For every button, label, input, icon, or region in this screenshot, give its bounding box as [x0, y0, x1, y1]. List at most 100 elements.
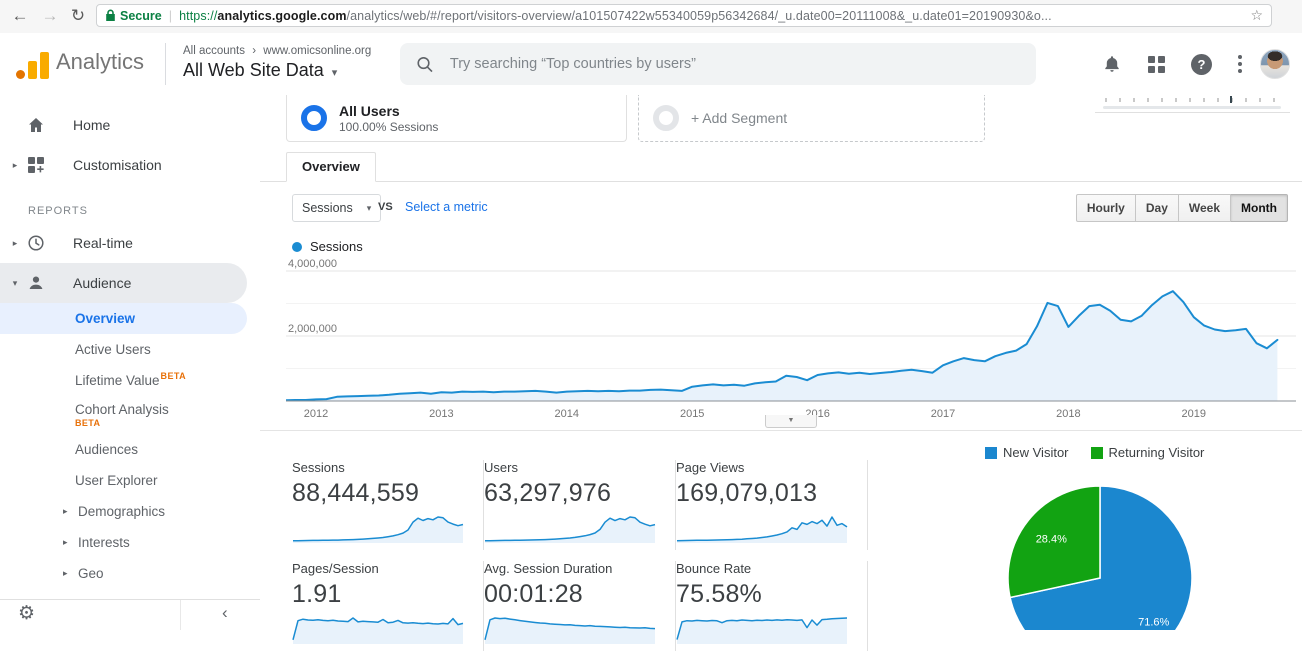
- metric-label: Sessions: [292, 460, 345, 475]
- sidebar-item-label: Geo: [78, 566, 104, 581]
- sidebar-item-demographics[interactable]: ▸ Demographics: [0, 496, 260, 527]
- user-avatar[interactable]: [1260, 49, 1290, 79]
- sidebar-item-label: Real-time: [73, 235, 133, 251]
- url-domain: analytics.google.com: [217, 8, 347, 23]
- sidebar-item-label: Demographics: [78, 504, 166, 519]
- browser-forward-icon[interactable]: →: [41, 6, 59, 25]
- pie-legend: New Visitor Returning Visitor: [985, 445, 1226, 460]
- sidebar-item-interests[interactable]: ▸ Interests: [0, 527, 260, 558]
- help-icon[interactable]: ?: [1191, 53, 1212, 75]
- admin-gear-icon[interactable]: ⚙: [18, 603, 36, 624]
- secure-label: Secure: [120, 8, 162, 23]
- browser-toolbar: ← → ↻ Secure | https://analytics.google.…: [0, 0, 1302, 34]
- notifications-bell-icon[interactable]: [1102, 54, 1122, 74]
- sidebar-item-audiences[interactable]: Audiences: [0, 434, 260, 465]
- breadcrumb-account[interactable]: www.omicsonline.org: [263, 45, 372, 57]
- metric-card-bounce-rate: Bounce Rate 75.58%: [676, 561, 868, 651]
- search-bar[interactable]: [400, 43, 1036, 85]
- add-segment-button[interactable]: + Add Segment: [638, 95, 985, 142]
- property-selector[interactable]: All Web Site Data ▾: [183, 60, 371, 81]
- svg-text:2018: 2018: [1056, 408, 1080, 420]
- tab-overview[interactable]: Overview: [286, 152, 376, 182]
- customisation-icon: [26, 156, 46, 174]
- metric-label: Users: [484, 460, 518, 475]
- sidebar-nav: Home ▸ Customisation REPORTS ▸ Real-time ▾ Audi…: [0, 95, 260, 630]
- sidebar-footer: ⚙ ‹: [0, 599, 260, 630]
- segment-ring-icon: [301, 105, 327, 131]
- sidebar-item-label: Active Users: [75, 342, 151, 357]
- svg-text:28.4%: 28.4%: [1036, 534, 1067, 546]
- analytics-logo-icon[interactable]: [16, 51, 49, 79]
- segment-all-users[interactable]: All Users 100.00% Sessions: [286, 95, 627, 142]
- google-apps-grid-icon[interactable]: [1148, 55, 1165, 73]
- svg-text:2,000,000: 2,000,000: [288, 323, 337, 335]
- sidebar-item-overview[interactable]: Overview: [0, 303, 247, 334]
- granularity-day-button[interactable]: Day: [1135, 194, 1179, 222]
- breadcrumb[interactable]: All accounts › www.omicsonline.org: [183, 45, 371, 57]
- segment-ring-icon: [653, 105, 679, 131]
- svg-text:71.6%: 71.6%: [1138, 616, 1169, 628]
- date-range-slider[interactable]: [1095, 95, 1290, 113]
- person-icon: [26, 274, 46, 292]
- chart-legend: Sessions: [292, 239, 363, 254]
- beta-badge: BETA: [160, 371, 186, 381]
- metric-dropdown-label: Sessions: [302, 201, 353, 215]
- metric-sparkline: [484, 516, 656, 543]
- url-path: /analytics/web/#/report/visitors-overvie…: [346, 8, 1052, 23]
- breadcrumb-all-accounts[interactable]: All accounts: [183, 45, 246, 57]
- add-segment-label: + Add Segment: [691, 110, 788, 126]
- sidebar-item-home[interactable]: Home: [0, 105, 260, 145]
- collapse-sidebar-icon[interactable]: ‹: [222, 603, 228, 622]
- browser-back-icon[interactable]: ←: [11, 6, 29, 25]
- granularity-week-button[interactable]: Week: [1178, 194, 1232, 222]
- report-tab-bar: Overview: [260, 152, 1302, 182]
- legend-series-name: Sessions: [310, 239, 363, 254]
- sidebar-item-lifetime-value[interactable]: Lifetime ValueBETA: [0, 365, 260, 396]
- sidebar-item-cohort-analysis[interactable]: Cohort Analysis BETA: [0, 396, 260, 434]
- metric-dropdown[interactable]: Sessions ▾: [292, 194, 382, 222]
- metric-card-users: Users 63,297,976: [484, 460, 676, 550]
- legend-square-icon: [985, 446, 997, 459]
- sidebar-item-geo[interactable]: ▸ Geo: [0, 558, 260, 589]
- segment-title: All Users: [339, 102, 400, 119]
- sidebar-item-customisation[interactable]: ▸ Customisation: [0, 145, 260, 185]
- vs-label: VS: [378, 201, 393, 213]
- metric-card-page-views: Page Views 169,079,013: [676, 460, 868, 550]
- sidebar-item-label: Audiences: [75, 442, 139, 457]
- svg-text:2014: 2014: [555, 408, 579, 420]
- search-input[interactable]: [447, 55, 1020, 73]
- sidebar-item-label: Audience: [73, 275, 132, 291]
- legend-dot-icon: [292, 241, 302, 252]
- main-content: All Users 100.00% Sessions + Add Segment…: [260, 95, 1302, 651]
- chart-toolbar: Sessions ▾ VS Select a metric Hourly Day W…: [260, 194, 1302, 222]
- more-options-icon[interactable]: [1238, 55, 1242, 73]
- svg-text:2012: 2012: [304, 408, 328, 420]
- timeline-expander-button[interactable]: ▼: [765, 415, 817, 428]
- sidebar-item-active-users[interactable]: Active Users: [0, 334, 260, 365]
- address-bar[interactable]: Secure | https://analytics.google.com/an…: [96, 4, 1272, 27]
- sidebar-item-label: Home: [73, 117, 111, 133]
- metric-sparkline: [292, 617, 464, 644]
- header-divider: [165, 43, 166, 85]
- sidebar-item-real-time[interactable]: ▸ Real-time: [0, 223, 260, 263]
- section-divider: [260, 430, 1302, 431]
- svg-text:2015: 2015: [680, 408, 704, 420]
- granularity-month-button[interactable]: Month: [1231, 194, 1288, 222]
- sidebar-item-audience[interactable]: ▾ Audience: [0, 263, 247, 303]
- metric-value: 169,079,013: [676, 479, 818, 507]
- svg-text:2013: 2013: [429, 408, 453, 420]
- metric-value: 00:01:28: [484, 580, 583, 608]
- sidebar-item-label: Overview: [75, 311, 136, 326]
- metric-card-avg-session-duration: Avg. Session Duration 00:01:28: [484, 561, 676, 651]
- legend-square-icon: [1090, 446, 1103, 459]
- granularity-hourly-button[interactable]: Hourly: [1075, 194, 1136, 222]
- select-metric-link[interactable]: Select a metric: [405, 200, 488, 214]
- bookmark-star-icon[interactable]: ☆: [1250, 7, 1263, 23]
- metric-label: Page Views: [676, 460, 745, 475]
- sidebar-item-user-explorer[interactable]: User Explorer: [0, 465, 260, 496]
- breadcrumb-separator: ›: [252, 45, 257, 57]
- metric-value: 88,444,559: [292, 479, 420, 507]
- browser-reload-icon[interactable]: ↻: [70, 6, 86, 25]
- brand-name: Analytics: [56, 49, 145, 74]
- chevron-right-icon: ▸: [63, 506, 68, 516]
